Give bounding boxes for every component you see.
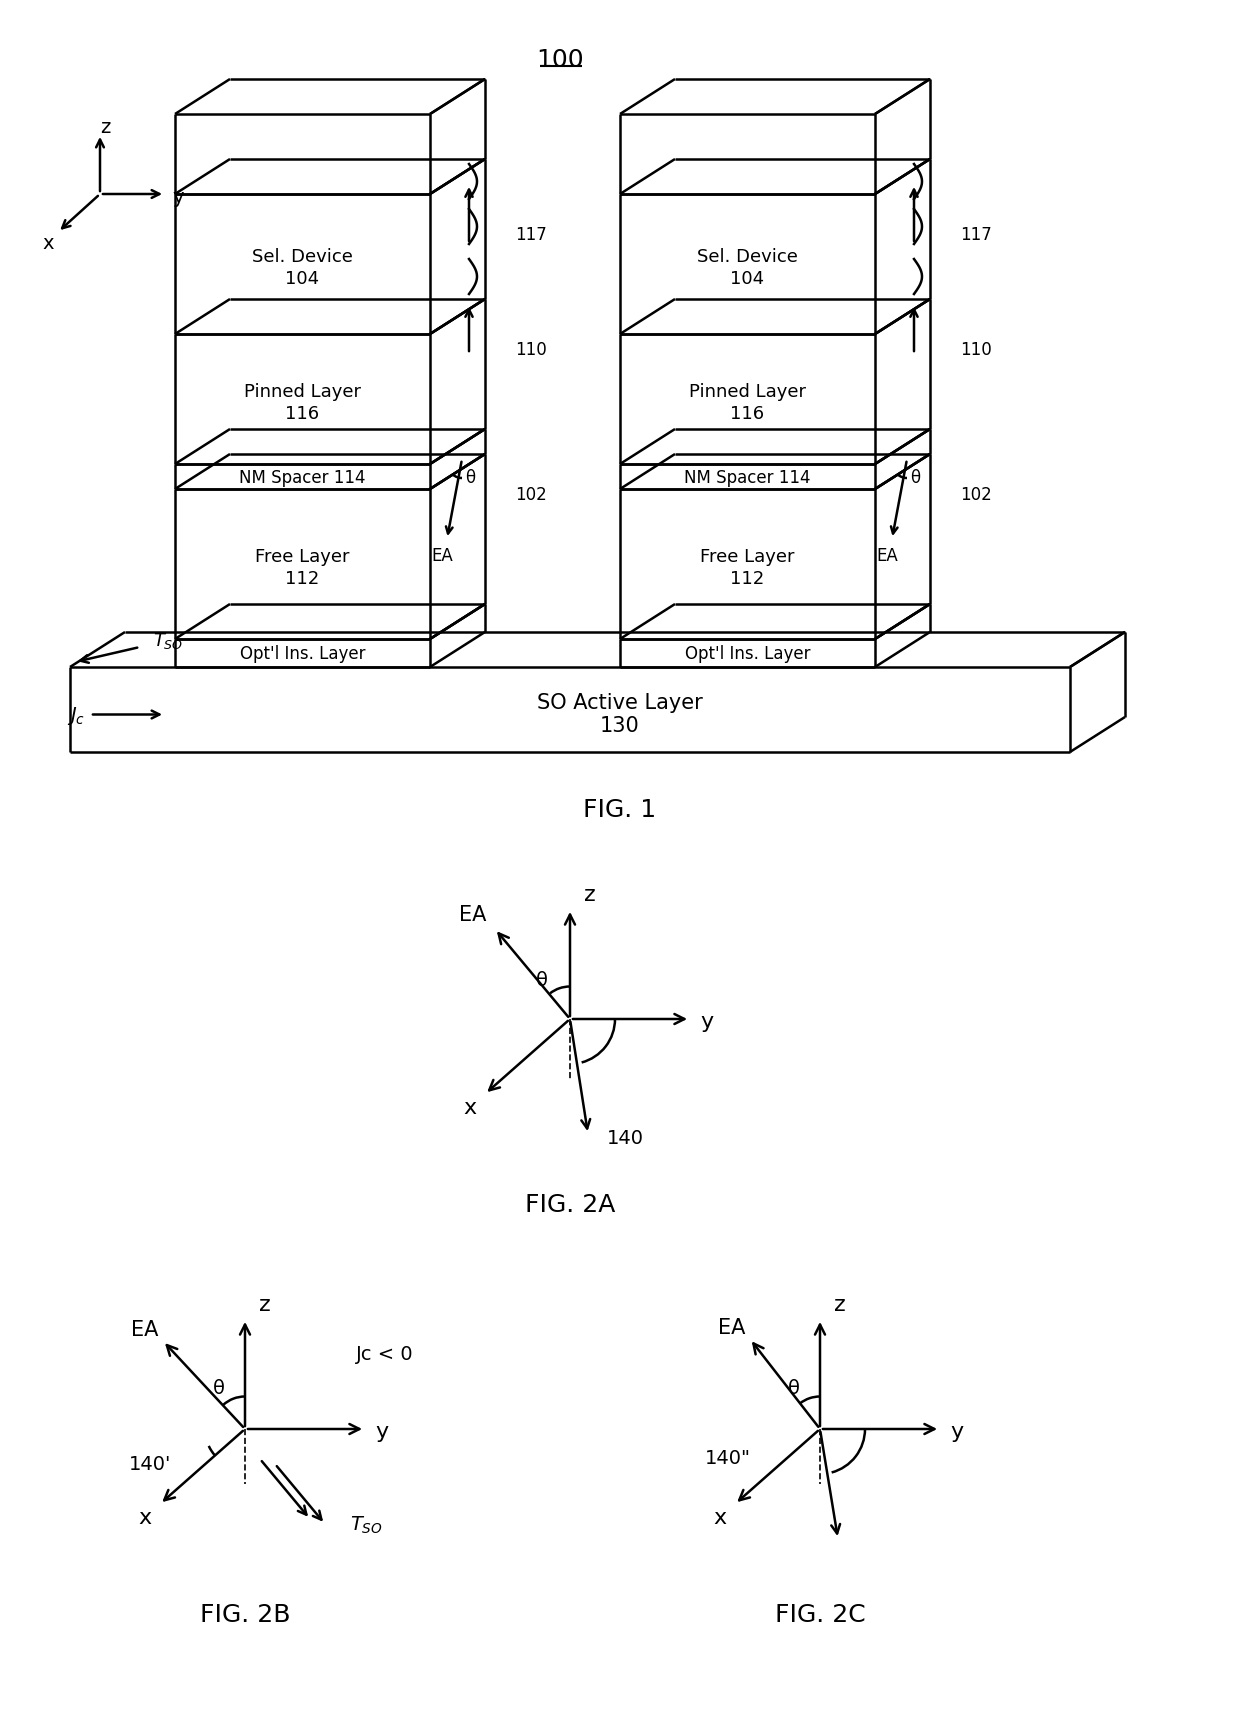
- Text: 110: 110: [960, 341, 992, 358]
- Text: y: y: [172, 188, 184, 207]
- Text: z: z: [835, 1294, 846, 1315]
- Text: EA: EA: [131, 1320, 159, 1339]
- Text: x: x: [464, 1098, 476, 1117]
- Text: Pinned Layer: Pinned Layer: [689, 383, 806, 401]
- Text: x: x: [713, 1508, 727, 1527]
- Text: 116: 116: [730, 405, 765, 422]
- Text: 102: 102: [515, 486, 547, 503]
- Text: 140": 140": [706, 1447, 751, 1466]
- Text: Free Layer: Free Layer: [255, 548, 350, 565]
- Text: Pinned Layer: Pinned Layer: [244, 383, 361, 401]
- Text: z: z: [259, 1294, 270, 1315]
- Text: 112: 112: [285, 570, 320, 588]
- Text: Sel. Device: Sel. Device: [252, 248, 353, 265]
- Text: FIG. 2B: FIG. 2B: [200, 1602, 290, 1627]
- Text: z: z: [584, 884, 596, 905]
- Text: Sel. Device: Sel. Device: [697, 248, 797, 265]
- Text: θ: θ: [910, 469, 920, 486]
- Text: θ: θ: [465, 469, 475, 486]
- Text: 102: 102: [960, 486, 992, 503]
- Text: x: x: [139, 1508, 151, 1527]
- Text: 117: 117: [960, 226, 992, 245]
- Text: 130: 130: [600, 715, 640, 736]
- Text: EA: EA: [718, 1318, 745, 1337]
- Text: 100: 100: [536, 48, 584, 72]
- Text: NM Spacer 114: NM Spacer 114: [684, 469, 811, 486]
- Text: x: x: [42, 233, 53, 252]
- Text: EA: EA: [432, 546, 453, 565]
- Text: θ: θ: [213, 1378, 224, 1397]
- Text: EA: EA: [877, 546, 898, 565]
- Text: EA: EA: [459, 905, 486, 925]
- Text: $J_c$: $J_c$: [67, 705, 86, 725]
- Text: θ: θ: [787, 1378, 800, 1397]
- Text: 104: 104: [730, 271, 765, 288]
- Text: $T_{SO}$: $T_{SO}$: [350, 1513, 383, 1535]
- Text: 140': 140': [129, 1454, 171, 1473]
- Text: y: y: [701, 1011, 713, 1032]
- Text: y: y: [950, 1421, 963, 1440]
- Text: 110: 110: [515, 341, 547, 358]
- Text: 116: 116: [285, 405, 320, 422]
- Text: 112: 112: [730, 570, 765, 588]
- Text: Opt'l Ins. Layer: Opt'l Ins. Layer: [239, 644, 366, 663]
- Text: Free Layer: Free Layer: [701, 548, 795, 565]
- Text: θ: θ: [536, 970, 548, 989]
- Text: Opt'l Ins. Layer: Opt'l Ins. Layer: [684, 644, 810, 663]
- Text: 140: 140: [606, 1129, 644, 1148]
- Text: $T_{SO}$: $T_{SO}$: [153, 631, 184, 651]
- Text: NM Spacer 114: NM Spacer 114: [239, 469, 366, 486]
- Text: FIG. 1: FIG. 1: [584, 798, 656, 822]
- Text: SO Active Layer: SO Active Layer: [537, 693, 703, 712]
- Text: Jc < 0: Jc < 0: [356, 1344, 414, 1363]
- Text: FIG. 2C: FIG. 2C: [775, 1602, 866, 1627]
- Text: FIG. 2A: FIG. 2A: [525, 1192, 615, 1216]
- Text: z: z: [99, 117, 110, 136]
- Text: 117: 117: [515, 226, 547, 245]
- Text: y: y: [376, 1421, 388, 1440]
- Text: 104: 104: [285, 271, 320, 288]
